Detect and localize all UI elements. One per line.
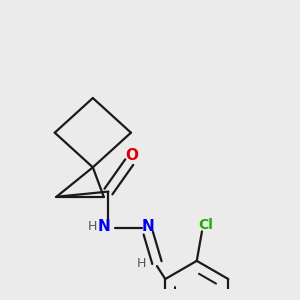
Text: Cl: Cl: [198, 218, 213, 232]
Text: H: H: [88, 220, 98, 233]
Text: N: N: [142, 219, 155, 234]
Text: N: N: [98, 219, 110, 234]
Text: O: O: [125, 148, 139, 164]
Text: H: H: [137, 257, 146, 270]
